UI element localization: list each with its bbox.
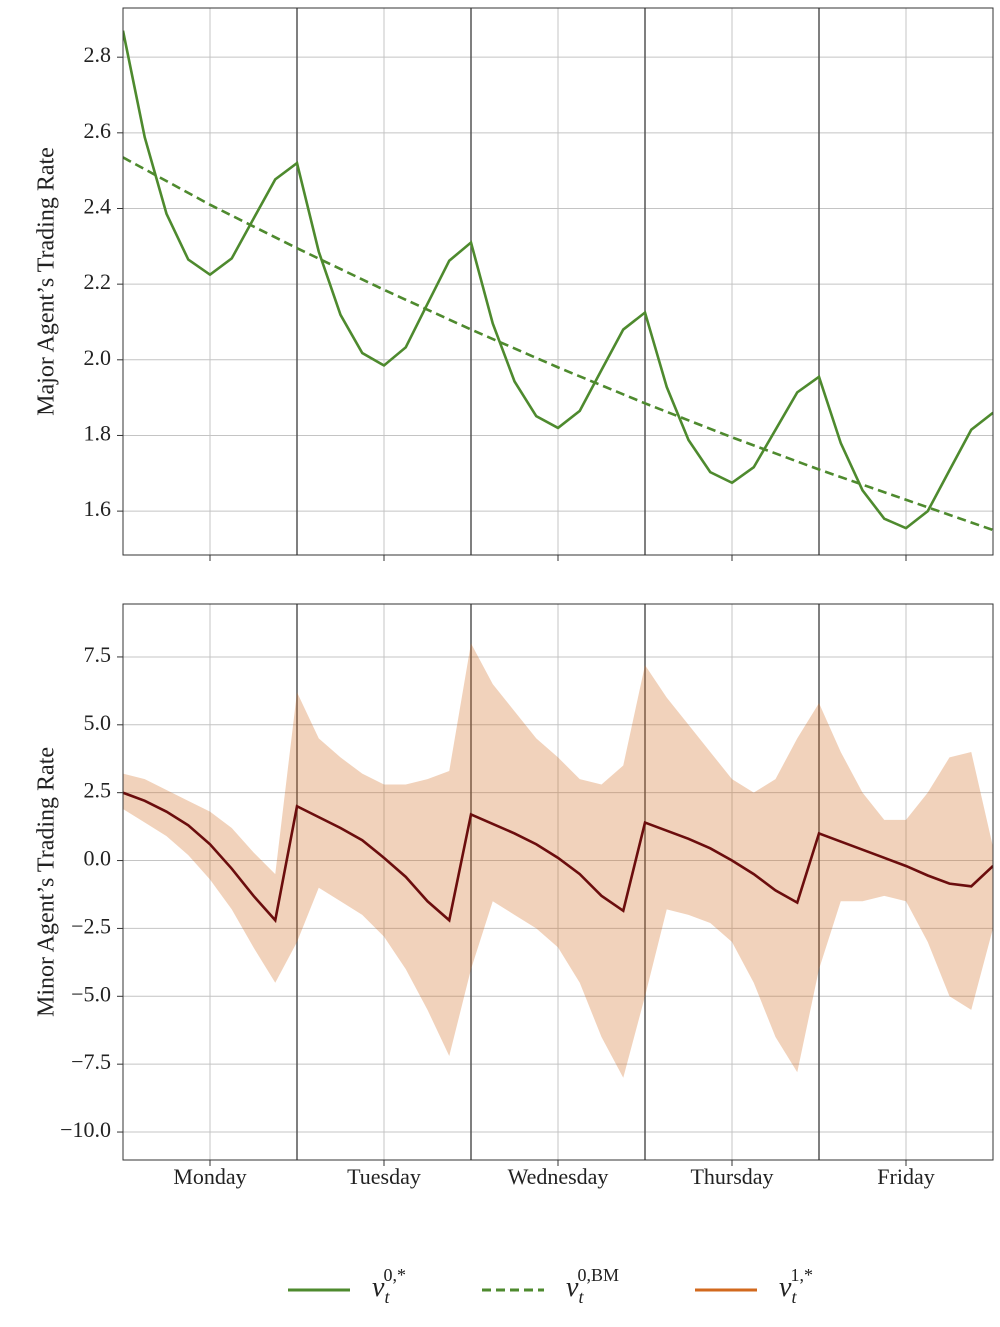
- legend-sup: 0,BM: [577, 1265, 619, 1285]
- legend-sub: t: [384, 1287, 390, 1307]
- y-tick-label: −10.0: [60, 1117, 111, 1142]
- y-tick-label: 2.5: [84, 778, 112, 803]
- plot-frame: [122, 7, 994, 556]
- x-tick-label: Monday: [173, 1164, 246, 1189]
- y-tick-label: 1.6: [84, 496, 112, 521]
- legend-label: νt1,*: [779, 1265, 813, 1307]
- legend-base: ν: [779, 1272, 792, 1303]
- legend-base: ν: [566, 1272, 579, 1303]
- series-line: [123, 30, 993, 530]
- simulation-band: [123, 643, 993, 1078]
- y-tick-label: 2.6: [84, 118, 112, 143]
- series-line: [123, 156, 993, 532]
- x-tick-label: Thursday: [690, 1164, 773, 1189]
- y-tick-label: 2.2: [84, 269, 112, 294]
- y-axis-label: Minor Agent’s Trading Rate: [34, 747, 60, 1017]
- y-tick-label: −7.5: [71, 1049, 111, 1074]
- legend-label: νt0,*: [372, 1265, 406, 1307]
- y-tick-label: 2.0: [84, 345, 112, 370]
- y-tick-label: −2.5: [71, 913, 111, 938]
- y-axis-label: Major Agent’s Trading Rate: [34, 147, 60, 416]
- y-tick-label: 1.8: [84, 421, 112, 446]
- y-tick-label: 5.0: [84, 710, 112, 735]
- legend-sup: 1,*: [790, 1265, 813, 1285]
- legend-label: νt0,BM: [566, 1265, 619, 1307]
- legend-sub: t: [578, 1287, 584, 1307]
- y-tick-label: 2.4: [84, 194, 112, 219]
- legend-sup: 0,*: [383, 1265, 406, 1285]
- x-tick-label: Wednesday: [508, 1164, 609, 1189]
- legend-sub: t: [791, 1287, 797, 1307]
- plot-frame: [122, 603, 994, 1161]
- plot-area: [123, 643, 993, 1078]
- series-line: [123, 791, 993, 924]
- y-tick-label: 0.0: [84, 846, 112, 871]
- plot-area: [123, 30, 993, 532]
- x-tick-label: Friday: [877, 1164, 934, 1189]
- y-tick-label: −5.0: [71, 981, 111, 1006]
- x-tick-label: Tuesday: [347, 1164, 421, 1189]
- y-tick-label: 2.8: [84, 42, 112, 67]
- legend-base: ν: [372, 1272, 385, 1303]
- y-tick-label: 7.5: [84, 642, 112, 667]
